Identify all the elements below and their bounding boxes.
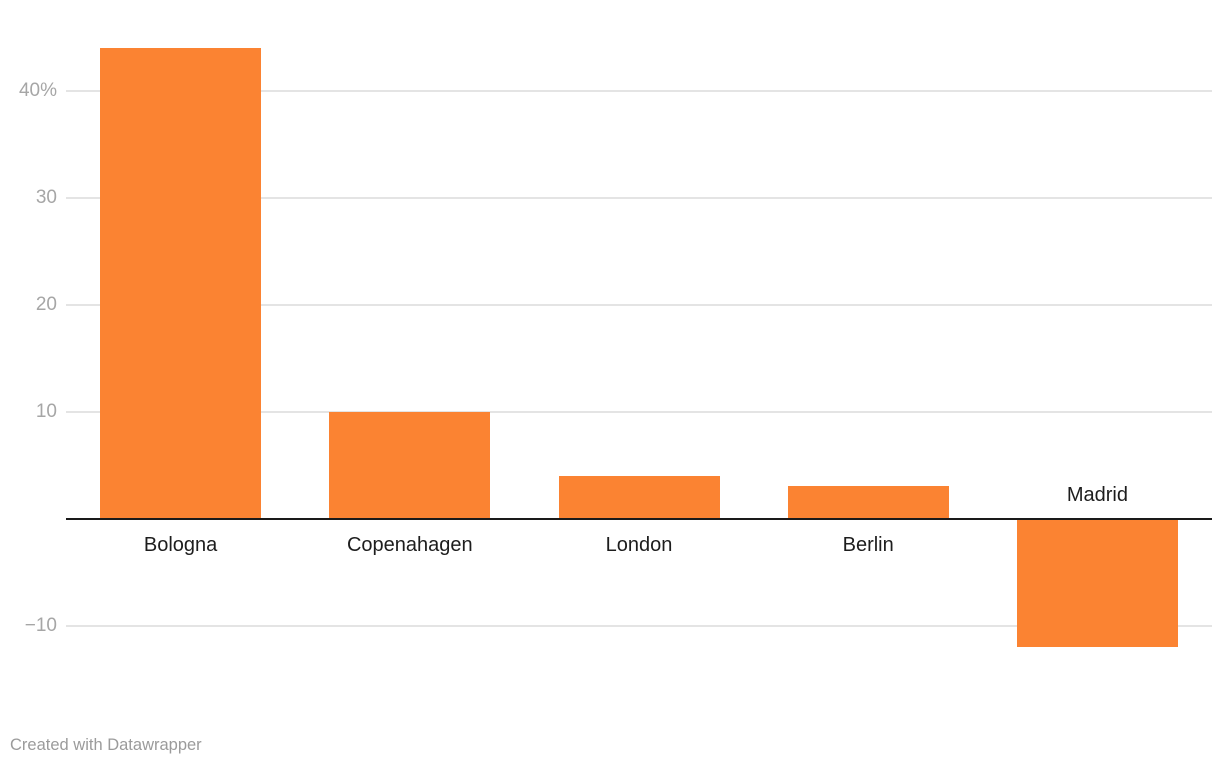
y-tick-label: 10 xyxy=(35,400,57,422)
bar xyxy=(1016,518,1178,647)
bar xyxy=(100,47,262,519)
category-label: London xyxy=(605,534,673,556)
y-gridline xyxy=(66,303,1212,306)
y-tick-label: 30 xyxy=(35,186,57,208)
zero-axis-line xyxy=(66,517,1212,520)
y-tick-label: 20 xyxy=(35,293,57,315)
category-label: Madrid xyxy=(1066,484,1128,506)
y-gridline xyxy=(66,624,1212,627)
category-label: Copenahagen xyxy=(346,534,473,556)
category-label: Bologna xyxy=(143,534,218,556)
y-tick-label: −10 xyxy=(24,614,57,636)
credit-line: Created with Datawrapper xyxy=(10,736,202,754)
y-gridline xyxy=(66,196,1212,199)
y-gridline xyxy=(66,410,1212,413)
category-label: Berlin xyxy=(842,534,894,556)
bar xyxy=(787,486,949,519)
bar xyxy=(329,411,491,519)
y-tick-label: 40% xyxy=(18,79,57,101)
bar xyxy=(558,475,720,519)
y-gridline xyxy=(66,89,1212,92)
